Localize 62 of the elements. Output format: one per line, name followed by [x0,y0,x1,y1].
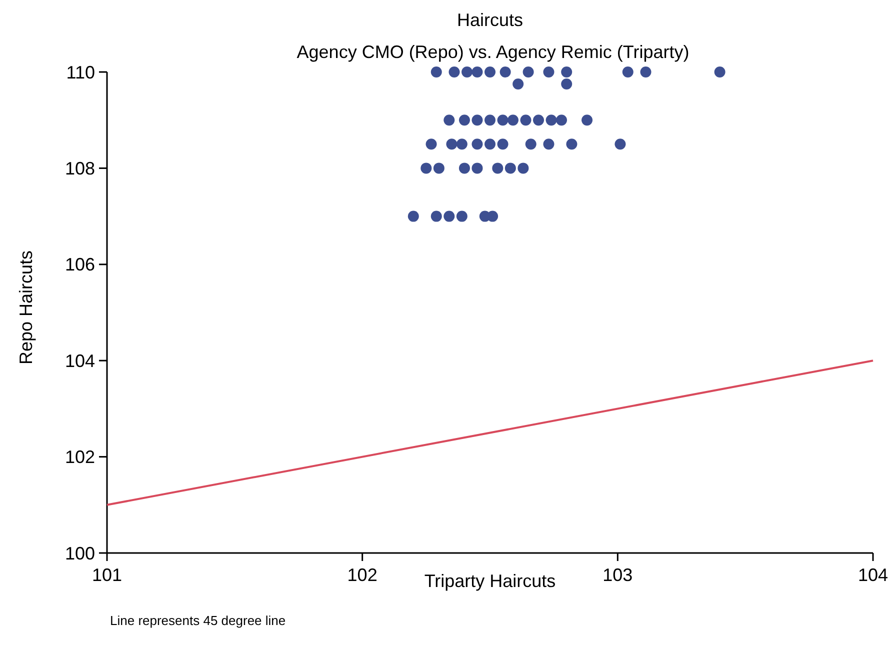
text: Line represents 45 degree line [110,613,286,628]
point [446,138,458,150]
point [420,162,432,174]
point [430,210,442,222]
y-tick-label: 104 [64,350,95,371]
point [566,138,578,150]
chart-subtitle: Agency CMO (Repo) vs. Agency Remic (Triparty) [296,42,690,62]
x-tick-label: 103 [602,565,633,585]
y-axis-title: Repo Haircuts [16,250,36,365]
point [497,138,508,150]
y-tick-label: 110 [66,62,95,82]
point [518,162,529,174]
point [640,66,652,78]
point [497,114,508,126]
point [533,114,544,126]
point [546,114,557,126]
point [512,78,524,90]
point [484,138,496,150]
point [543,138,554,150]
point [448,66,460,78]
point [472,66,483,78]
point [487,210,498,222]
point [430,66,442,78]
x-tick-label: 104 [858,565,888,585]
y-tick-label: 106 [64,254,95,275]
point [522,66,534,78]
x-axis-title: Triparty Haircuts [424,571,556,591]
point [472,138,483,150]
point [561,66,572,78]
point [507,114,518,126]
point [472,162,483,174]
point [484,66,496,78]
point [504,162,516,174]
point [556,114,567,126]
x-tick-label: 102 [347,565,378,585]
y-tick-label: 108 [64,158,95,178]
point [484,114,496,126]
point [462,66,473,78]
point [614,138,626,150]
y-tick-label: 100 [64,543,95,564]
point [458,114,470,126]
point [561,78,572,90]
point [472,114,483,126]
point [582,114,593,126]
point [456,138,468,150]
point [622,66,634,78]
point [492,162,504,174]
point [458,162,470,174]
point [426,138,437,150]
point [500,66,511,78]
point [433,162,444,174]
point [543,66,554,78]
x-tick-label: 101 [92,565,122,585]
point [525,138,536,150]
point [520,114,532,126]
chart-title: Haircuts [456,10,524,30]
point [408,210,419,222]
point [444,114,455,126]
y-tick-label: 102 [64,447,95,468]
point [456,210,468,222]
point [444,210,455,222]
point [714,66,726,78]
